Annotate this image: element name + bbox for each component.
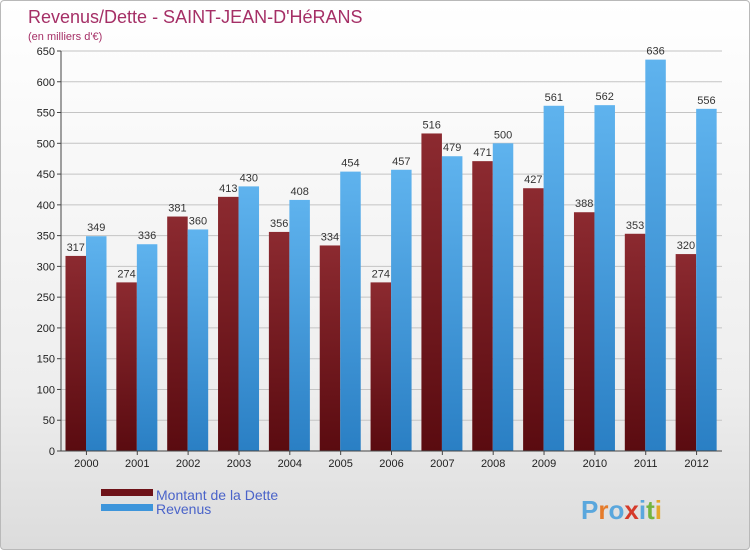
value-label-revenus-2003: 430	[240, 172, 258, 184]
y-tick-label: 650	[37, 46, 55, 58]
bar-revenus-2011	[645, 59, 666, 451]
y-tick-label: 600	[37, 77, 55, 89]
value-label-revenus-2006: 457	[392, 156, 410, 168]
x-tick-label: 2010	[583, 458, 607, 470]
bar-revenus-2002	[187, 229, 209, 451]
bar-revenus-2000	[86, 236, 107, 451]
value-label-dette-2007: 516	[422, 119, 440, 131]
bar-dette-2000	[65, 255, 86, 451]
y-tick-label: 550	[37, 108, 55, 120]
bar-dette-2008	[472, 161, 493, 451]
y-tick-label: 200	[37, 323, 55, 335]
chart-title: Revenus/Dette - SAINT-JEAN-D'HéRANS	[28, 7, 363, 27]
x-tick-label: 2003	[227, 458, 251, 470]
value-label-revenus-2009: 561	[545, 92, 563, 104]
bar-revenus-2003	[238, 186, 260, 451]
y-tick-label: 400	[37, 200, 55, 212]
proxiti-logo: Proxiti	[581, 495, 662, 525]
x-axis: 2000 2001 2002 2003 2004 2005 2006 2007 2008 2009…	[61, 450, 722, 470]
bar-revenus-2008	[492, 143, 514, 452]
value-label-revenus-2002: 360	[189, 215, 207, 227]
bar-revenus-2005	[340, 171, 361, 451]
y-tick-label: 100	[37, 384, 55, 396]
value-label-dette-2004: 356	[270, 218, 288, 230]
value-label-revenus-2010: 562	[596, 91, 614, 103]
value-label-revenus-2004: 408	[290, 186, 308, 198]
y-tick-label: 500	[37, 138, 55, 150]
value-label-dette-2006: 274	[372, 268, 390, 280]
y-tick-label: 250	[37, 292, 55, 304]
bar-dette-2002	[167, 216, 188, 451]
value-label-dette-2010: 388	[575, 198, 593, 210]
x-tick-label: 2004	[278, 458, 302, 470]
bar-dette-2004	[268, 231, 290, 451]
value-label-dette-2005: 334	[321, 231, 339, 243]
y-axis: 0 50 100 150 200 250 300 350 400 450 500 550 600 650	[37, 46, 62, 458]
value-label-dette-2001: 274	[117, 268, 135, 280]
bar-revenus-2009	[543, 105, 565, 452]
value-label-dette-2009: 427	[524, 174, 542, 186]
value-label-revenus-2005: 454	[341, 158, 359, 170]
x-tick-label: 2005	[328, 458, 352, 470]
bar-dette-2011	[624, 233, 646, 451]
bar-revenus-2012	[696, 108, 717, 451]
bar-dette-2005	[319, 245, 341, 451]
bar-dette-2007	[421, 133, 442, 451]
x-tick-label: 2000	[74, 458, 98, 470]
x-tick-label: 2002	[176, 458, 200, 470]
value-label-revenus-2007: 479	[443, 142, 461, 154]
legend: Montant de la Dette Revenus	[101, 487, 278, 517]
x-tick-label: 2008	[481, 458, 505, 470]
bar-revenus-2007	[441, 156, 463, 451]
chart-subtitle: (en milliers d'€)	[28, 31, 102, 43]
value-label-revenus-2000: 349	[87, 222, 105, 234]
y-tick-label: 50	[43, 415, 55, 427]
bar-revenus-2006	[391, 169, 412, 451]
bar-revenus-2010	[594, 105, 615, 452]
bar-dette-2009	[523, 188, 544, 451]
y-tick-label: 0	[49, 446, 55, 458]
y-tick-label: 300	[37, 261, 55, 273]
x-tick-label: 2001	[125, 458, 149, 470]
bar-dette-2003	[218, 196, 239, 451]
value-label-dette-2003: 413	[219, 183, 237, 195]
x-tick-label: 2006	[379, 458, 403, 470]
legend-label-revenus: Revenus	[156, 501, 211, 517]
y-tick-label: 350	[37, 231, 55, 243]
legend-swatch-dette	[101, 489, 153, 496]
value-label-revenus-2011: 636	[646, 46, 664, 58]
x-tick-label: 2007	[430, 458, 454, 470]
value-label-dette-2008: 471	[473, 147, 491, 159]
y-tick-label: 450	[37, 169, 55, 181]
bar-dette-2010	[573, 212, 595, 451]
bar-dette-2012	[675, 254, 697, 451]
value-label-dette-2000: 317	[67, 242, 85, 254]
legend-label-dette: Montant de la Dette	[156, 487, 278, 503]
x-tick-label: 2009	[532, 458, 556, 470]
value-label-dette-2011: 353	[626, 220, 644, 232]
value-label-revenus-2012: 556	[697, 95, 715, 107]
value-label-revenus-2001: 336	[138, 230, 156, 242]
value-label-dette-2012: 320	[677, 240, 695, 252]
value-label-dette-2002: 381	[168, 203, 186, 215]
legend-swatch-revenus	[101, 504, 153, 511]
bar-dette-2001	[116, 282, 137, 451]
bar-revenus-2004	[289, 199, 310, 451]
bars	[65, 59, 717, 452]
y-tick-label: 150	[37, 354, 55, 366]
x-tick-label: 2012	[684, 458, 708, 470]
bar-revenus-2001	[136, 244, 158, 451]
value-label-revenus-2008: 500	[494, 129, 512, 141]
bar-dette-2006	[370, 282, 392, 451]
x-tick-label: 2011	[634, 458, 658, 470]
